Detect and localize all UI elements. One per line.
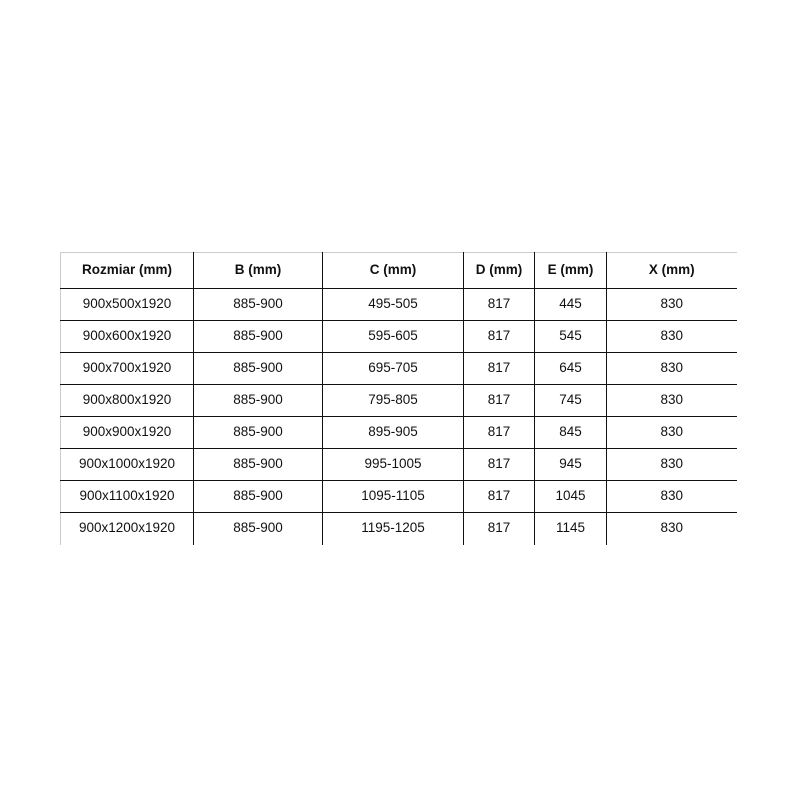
cell-x: 830 <box>606 480 737 513</box>
cell-e: 1145 <box>534 512 607 545</box>
cell-d: 817 <box>463 480 535 513</box>
column-header-b: B (mm) <box>193 252 323 289</box>
cell-x: 830 <box>660 520 684 536</box>
cell-d: 817 <box>463 416 535 449</box>
cell-rozmiar: 900x1200x1920 <box>60 512 194 545</box>
cell-e: 1045 <box>534 480 607 513</box>
cell-d: 817 <box>463 384 535 417</box>
table-row: 900x600x1920 885-900 595-605 817 545 830 <box>60 320 737 353</box>
cell-x: 830 <box>606 320 737 353</box>
cell-b: 885-900 <box>193 512 323 545</box>
cell-rozmiar: 900x600x1920 <box>60 320 194 353</box>
table-row: 900x500x1920 885-900 495-505 817 445 830 <box>60 288 737 321</box>
column-header-e: E (mm) <box>534 252 607 289</box>
cell-rozmiar: 900x1000x1920 <box>60 448 194 481</box>
cell-c: 1095-1105 <box>322 480 464 513</box>
cell-d: 817 <box>463 352 535 385</box>
cell-c: 795-805 <box>322 384 464 417</box>
cell-e: 545 <box>534 320 607 353</box>
table-row: 900x700x1920 885-900 695-705 817 645 830 <box>60 352 737 385</box>
cell-b: 885-900 <box>193 320 323 353</box>
table-body: 900x500x1920 885-900 495-505 817 445 830… <box>60 288 737 545</box>
cell-d: 817 <box>463 288 535 321</box>
table-header-row: Rozmiar (mm) B (mm) C (mm) D (mm) E (mm)… <box>60 252 737 289</box>
cell-b: 885-900 <box>193 288 323 321</box>
table-row: 900x800x1920 885-900 795-805 817 745 830 <box>60 384 737 417</box>
cell-c: 1195-1205 <box>322 512 464 545</box>
column-header-c: C (mm) <box>322 252 464 289</box>
table-row: 900x1000x1920 885-900 995-1005 817 945 8… <box>60 448 737 481</box>
cell-e: 845 <box>534 416 607 449</box>
cell-rozmiar: 900x800x1920 <box>60 384 194 417</box>
table-header: Rozmiar (mm) B (mm) C (mm) D (mm) E (mm)… <box>60 252 737 289</box>
column-header-d: D (mm) <box>463 252 535 289</box>
column-header-x: X (mm) <box>606 252 737 289</box>
cell-b: 885-900 <box>193 352 323 385</box>
table-row: 900x1100x1920 885-900 1095-1105 817 1045… <box>60 480 737 513</box>
cell-b: 885-900 <box>193 416 323 449</box>
cell-e: 945 <box>534 448 607 481</box>
cell-c: 495-505 <box>322 288 464 321</box>
cell-d: 817 <box>463 512 535 545</box>
cell-x: 830 <box>606 352 737 385</box>
cell-d: 817 <box>463 320 535 353</box>
cell-rozmiar: 900x500x1920 <box>60 288 194 321</box>
cell-x: 830 <box>606 448 737 481</box>
cell-e: 645 <box>534 352 607 385</box>
cell-x: 830 <box>606 288 737 321</box>
cell-e: 745 <box>534 384 607 417</box>
specification-table-container: Rozmiar (mm) B (mm) C (mm) D (mm) E (mm)… <box>60 252 737 545</box>
cell-x: 830 <box>606 416 737 449</box>
cell-b: 885-900 <box>193 480 323 513</box>
cell-c: 595-605 <box>322 320 464 353</box>
dimensions-table: Rozmiar (mm) B (mm) C (mm) D (mm) E (mm)… <box>60 252 737 545</box>
cell-c: 895-905 <box>322 416 464 449</box>
cell-rozmiar: 900x700x1920 <box>60 352 194 385</box>
table-row: 900x900x1920 885-900 895-905 817 845 830 <box>60 416 737 449</box>
cell-d: 817 <box>463 448 535 481</box>
cell-x: 830 <box>606 384 737 417</box>
cell-rozmiar: 900x1100x1920 <box>60 480 194 513</box>
cell-b: 885-900 <box>193 448 323 481</box>
table-row: 900x1200x1920 885-900 1195-1205 817 1145… <box>60 512 737 545</box>
column-header-rozmiar: Rozmiar (mm) <box>60 252 194 289</box>
cell-c: 995-1005 <box>322 448 464 481</box>
cell-rozmiar: 900x900x1920 <box>60 416 194 449</box>
cell-c: 695-705 <box>322 352 464 385</box>
cell-e: 445 <box>534 288 607 321</box>
cell-b: 885-900 <box>193 384 323 417</box>
